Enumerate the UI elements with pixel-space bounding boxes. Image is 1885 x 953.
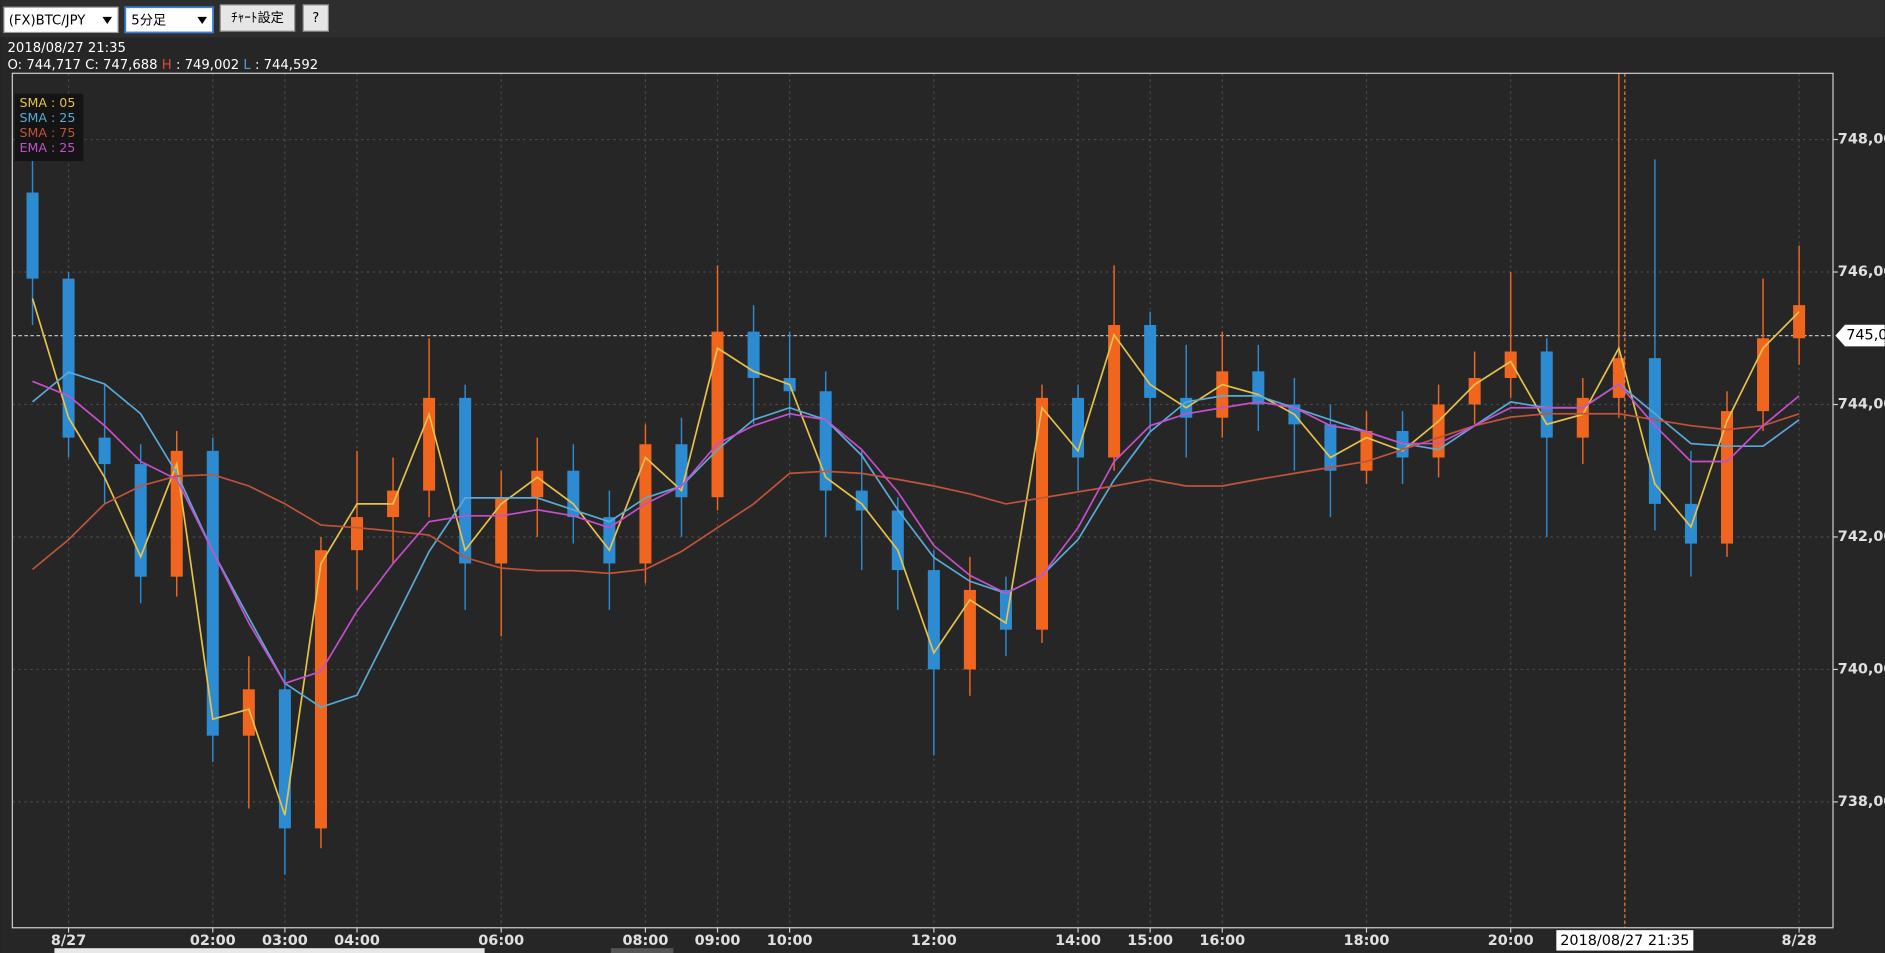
symbol-text: (FX)BTC/JPY — [9, 13, 87, 28]
y-tick-label: 746,000 — [1838, 264, 1885, 280]
candle-body — [314, 550, 327, 829]
candle-body — [26, 192, 39, 279]
candle-body — [1757, 338, 1770, 412]
candle-body — [963, 589, 976, 670]
help-button[interactable]: ? — [302, 4, 329, 32]
x-tick-label: 15:00 — [1127, 933, 1173, 949]
candle-body — [603, 517, 616, 564]
candle-body — [891, 510, 904, 571]
candle-body — [1216, 371, 1229, 418]
plot-frame — [11, 72, 1834, 929]
candle-body — [350, 517, 364, 551]
candle-body — [62, 278, 75, 438]
candle-body — [278, 689, 291, 829]
x-tick-label: 8/27 — [51, 933, 86, 949]
candle-body — [1648, 358, 1661, 504]
interval-select[interactable]: 5分足 — [124, 6, 214, 34]
legend-entry: EMA : 25 — [20, 140, 76, 155]
plot — [12, 73, 1834, 928]
help-text: ? — [312, 11, 319, 26]
legend-box — [14, 93, 84, 162]
y-tick-label: 744,000 — [1838, 396, 1885, 412]
indicator-line — [31, 298, 1800, 816]
legend-entry: SMA : 05 — [20, 95, 76, 110]
candle-body — [1793, 305, 1806, 339]
x-tick-label: 18:00 — [1344, 933, 1390, 949]
y-tick-label: 742,000 — [1838, 529, 1885, 545]
candle-body — [495, 497, 508, 564]
crosshair-label: 2018/08/27 21:35 — [1560, 933, 1689, 949]
x-tick-label: 02:00 — [190, 933, 236, 949]
last-price-tag — [1835, 324, 1885, 347]
candle-body — [1504, 351, 1517, 378]
y-tick-label: 748,000 — [1838, 132, 1885, 148]
candle-body — [459, 397, 472, 564]
info-datetime: 2018/08/27 21:35 — [8, 41, 126, 56]
ohlc-part: O: 744,717 C: 747,688 — [8, 58, 158, 73]
candle-body — [711, 331, 724, 498]
candle-body — [567, 470, 580, 518]
x-tick-label: 20:00 — [1488, 933, 1534, 949]
x-tick-label: 14:00 — [1055, 933, 1101, 949]
x-tick-label: 16:00 — [1199, 933, 1245, 949]
candle-body — [819, 391, 832, 491]
interval-text: 5分足 — [131, 12, 166, 28]
indicator-line — [31, 412, 1800, 575]
candle-body — [1324, 424, 1337, 471]
candle-body — [242, 689, 255, 736]
scrollbar-handle[interactable] — [610, 948, 674, 953]
x-tick-label: 08:00 — [622, 933, 668, 949]
candle-body — [747, 331, 760, 378]
legend-entry: SMA : 75 — [20, 125, 76, 140]
candle-body — [531, 470, 544, 498]
crosshair-label-box — [1556, 930, 1694, 951]
candle-body — [1721, 411, 1734, 544]
candle-body — [1576, 397, 1589, 438]
candle-body — [855, 490, 868, 511]
ohlc-part: L — [243, 58, 251, 73]
x-tick-label: 10:00 — [767, 933, 813, 949]
x-tick-label: 09:00 — [695, 933, 741, 949]
scrollbar[interactable] — [54, 948, 485, 953]
x-tick-label: 04:00 — [334, 933, 380, 949]
candle-body — [1540, 351, 1553, 438]
last-price-label: 745,040 — [1846, 328, 1885, 344]
candle-body — [134, 464, 147, 577]
symbol-select[interactable]: (FX)BTC/JPY — [3, 6, 119, 34]
indicator-line — [31, 371, 1800, 709]
candle-body — [999, 589, 1012, 630]
y-tick-label: 740,000 — [1838, 661, 1885, 677]
candle-body — [927, 570, 940, 670]
indicator-line — [32, 380, 1800, 685]
ohlc-part: H — [162, 58, 172, 73]
legend-entry: SMA : 25 — [20, 110, 76, 125]
info-ohlc: O: 744,717 C: 747,688 H : 749,002 L : 74… — [8, 58, 319, 73]
candle-body — [1108, 325, 1121, 458]
axes: 738,000 740,000 742,000 744,000 746,000 748,0… — [14, 93, 1885, 951]
x-tick-label: 12:00 — [911, 933, 957, 949]
candle-body — [1468, 377, 1481, 405]
y-tick-label: 738,000 — [1838, 794, 1885, 810]
candle-body — [98, 437, 111, 465]
candle-body — [1684, 503, 1697, 544]
x-tick-label: 03:00 — [262, 933, 308, 949]
candle-body — [1252, 371, 1265, 405]
ohlc-part: : 744,592 — [255, 58, 318, 73]
candle-body — [423, 397, 436, 491]
settings-text: ﾁｬｰﾄ設定 — [231, 10, 284, 26]
x-tick-label: 8/28 — [1781, 933, 1816, 949]
settings-button[interactable]: ﾁｬｰﾄ設定 — [219, 4, 296, 32]
ohlc-part: : 749,002 — [176, 58, 239, 73]
x-tick-label: 06:00 — [478, 933, 524, 949]
candle-body — [206, 450, 219, 736]
